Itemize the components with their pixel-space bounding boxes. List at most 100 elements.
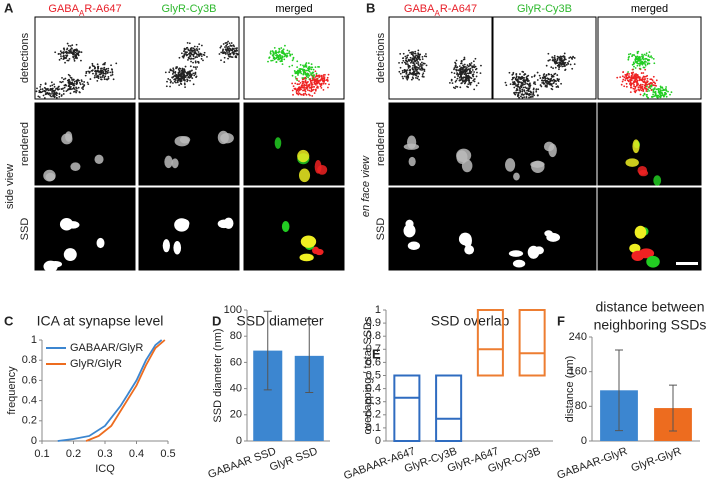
detection-dot bbox=[311, 74, 314, 77]
detection-dot bbox=[56, 87, 58, 90]
detection-dot bbox=[524, 82, 527, 84]
detection-dot bbox=[402, 59, 405, 62]
detection-dot bbox=[520, 84, 523, 87]
y-tick-label: 100 bbox=[224, 304, 242, 316]
detection-dot bbox=[415, 62, 418, 65]
detection-dot bbox=[178, 84, 181, 86]
detection-dot bbox=[563, 56, 565, 58]
detection-dot bbox=[272, 53, 275, 56]
detection-dot bbox=[55, 94, 58, 97]
detection-dot bbox=[308, 65, 311, 68]
detection-dot bbox=[648, 62, 651, 65]
detection-dot bbox=[533, 82, 535, 85]
detection-dot bbox=[193, 51, 196, 54]
detection-dot bbox=[223, 56, 226, 59]
detection-dot bbox=[644, 64, 647, 67]
detection-dot bbox=[273, 57, 276, 59]
detection-dot bbox=[551, 79, 553, 82]
blob bbox=[463, 233, 472, 248]
detection-dot bbox=[297, 90, 300, 93]
detection-dot bbox=[267, 60, 269, 63]
detection-dot bbox=[70, 77, 73, 79]
detection-dot bbox=[326, 79, 329, 82]
detection-dot bbox=[639, 84, 642, 86]
detection-dot bbox=[418, 72, 421, 75]
detection-dot bbox=[452, 86, 455, 89]
detection-dot bbox=[640, 72, 643, 74]
detection-dot bbox=[549, 82, 552, 85]
detection-dot bbox=[172, 67, 175, 70]
y-tick-label: 0.6 bbox=[22, 374, 37, 386]
detection-dot bbox=[302, 72, 305, 75]
chart-title: neighboring SSDs bbox=[594, 317, 707, 333]
detection-dot bbox=[415, 69, 417, 72]
detection-dot bbox=[183, 82, 186, 85]
detection-dot bbox=[53, 93, 55, 96]
detection-dot bbox=[534, 83, 537, 86]
row-label: rendered bbox=[19, 122, 31, 166]
detection-dot bbox=[525, 87, 528, 90]
detection-dot bbox=[647, 55, 650, 58]
detection-dot bbox=[282, 48, 285, 51]
detection-dot bbox=[459, 69, 462, 72]
detection-dot bbox=[236, 47, 238, 49]
detection-dot bbox=[291, 59, 294, 62]
detection-dot bbox=[665, 95, 668, 98]
detection-dot bbox=[328, 83, 330, 86]
detection-dot bbox=[418, 67, 420, 70]
detection-dot bbox=[185, 54, 188, 57]
detection-dot bbox=[401, 69, 404, 72]
detection-dot bbox=[416, 56, 419, 59]
detection-dot bbox=[110, 68, 113, 71]
detection-dot bbox=[547, 82, 550, 85]
detection-dot bbox=[304, 73, 307, 76]
detection-dot bbox=[229, 45, 232, 47]
blob bbox=[43, 169, 56, 182]
detection-dot bbox=[544, 80, 547, 83]
detection-dot bbox=[518, 96, 520, 99]
row-label: SSD bbox=[19, 218, 31, 241]
detection-dot bbox=[85, 70, 88, 73]
detection-dot bbox=[460, 82, 463, 85]
detection-dot bbox=[419, 65, 421, 68]
image-content bbox=[629, 225, 660, 268]
detection-dot bbox=[465, 67, 468, 70]
detection-dot bbox=[298, 68, 301, 70]
detection-dot bbox=[419, 68, 422, 71]
image-content bbox=[274, 137, 328, 183]
detection-dot bbox=[533, 81, 536, 84]
detection-dot bbox=[307, 67, 310, 70]
detection-dot bbox=[630, 82, 633, 85]
detection-dot bbox=[102, 72, 104, 75]
detection-dot bbox=[105, 70, 108, 73]
row-label: SSD bbox=[375, 218, 387, 241]
detection-dot bbox=[473, 78, 476, 80]
detection-dot bbox=[182, 73, 185, 76]
detection-dot bbox=[112, 78, 115, 81]
detection-dot bbox=[407, 58, 410, 61]
detection-dot bbox=[297, 72, 300, 75]
detection-dot bbox=[298, 83, 300, 86]
detection-dot bbox=[39, 83, 42, 86]
detection-dot bbox=[100, 78, 103, 81]
detection-dot bbox=[235, 56, 238, 59]
detection-dot bbox=[517, 80, 519, 83]
detection-dot bbox=[623, 85, 626, 88]
detection-dot bbox=[461, 67, 463, 69]
detection-dot bbox=[298, 80, 300, 82]
detection-dot bbox=[513, 83, 516, 85]
detection-dot bbox=[536, 79, 539, 81]
detection-dot bbox=[70, 51, 73, 54]
detection-dot bbox=[559, 62, 562, 65]
y-axis-label: frequency bbox=[6, 366, 18, 415]
detection-dot bbox=[268, 56, 271, 59]
y-tick-label: 240 bbox=[569, 331, 587, 343]
detection-dot bbox=[105, 68, 108, 70]
detection-dot bbox=[320, 87, 323, 89]
detection-dot bbox=[513, 86, 516, 89]
detection-dot bbox=[621, 80, 624, 83]
detection-dot bbox=[652, 89, 655, 92]
detection-dot bbox=[464, 78, 467, 81]
detection-dot bbox=[420, 64, 423, 66]
detection-dot bbox=[526, 80, 529, 83]
